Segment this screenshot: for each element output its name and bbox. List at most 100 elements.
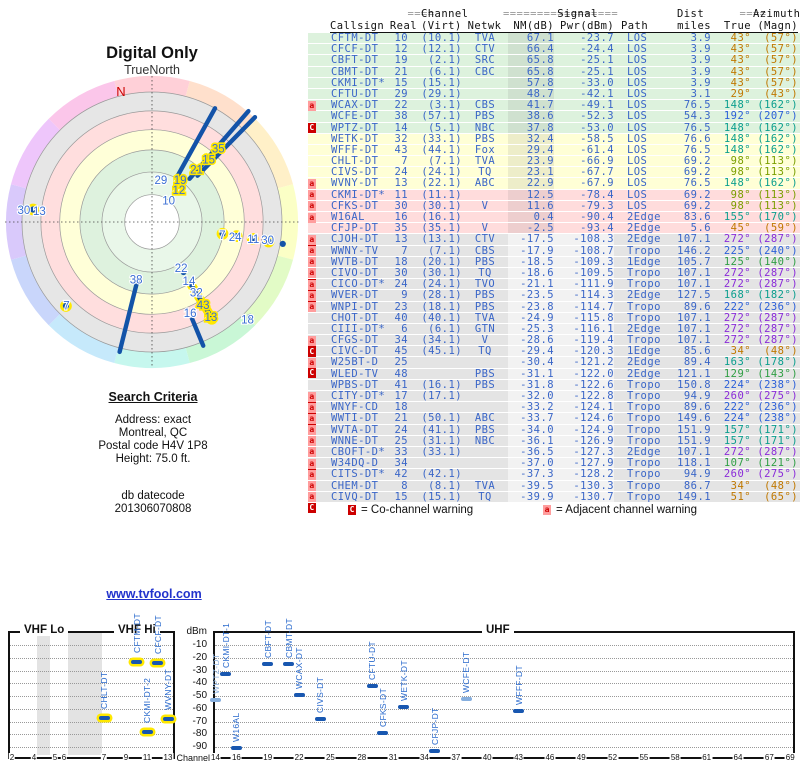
virtual-channel: (45.1)	[421, 345, 462, 358]
station-marker	[429, 749, 441, 754]
noise-margin-db: 65.8	[508, 66, 554, 77]
dbm-gridline	[10, 747, 173, 748]
real-channel: 34	[394, 334, 408, 347]
path: Tropo	[627, 479, 661, 492]
radar-chart-title: Digital Only	[106, 44, 198, 62]
search-criteria-block: Search Criteria Address: exact Montreal,…	[55, 390, 251, 516]
power-dbm: -122.8	[554, 391, 614, 401]
noise-margin-db: 0.4	[508, 212, 554, 222]
search-height-line: Height: 75.0 ft.	[115, 453, 191, 465]
dbm-gridline	[10, 721, 173, 723]
virtual-channel: (16.1)	[421, 211, 462, 223]
azimuth-true: 222°	[723, 401, 751, 414]
azimuth-true: 129°	[723, 367, 751, 380]
real-channel: 42	[394, 468, 408, 481]
station-label: WVNY-DT	[163, 668, 173, 710]
azimuth-magnetic: (178°)	[757, 356, 798, 369]
azimuth-magnetic: (236°)	[757, 401, 798, 414]
azimuth-magnetic: (140°)	[757, 255, 798, 268]
noise-margin-db: 22.9	[508, 178, 554, 189]
warning-markers: aC	[308, 402, 330, 424]
azimuth-magnetic: (287°)	[757, 278, 798, 291]
power-dbm: -115.8	[554, 312, 614, 323]
channel-number-label: 24	[229, 232, 242, 244]
network: NBC	[474, 434, 496, 447]
signal-dot	[19, 205, 26, 212]
channel-tick: 22	[293, 753, 305, 762]
channel-number-label: 21	[190, 164, 203, 176]
path: LOS	[627, 32, 648, 44]
rim-sector	[10, 118, 61, 189]
virtual-channel: (31.1)	[421, 434, 462, 447]
virtual-channel: (6.1)	[428, 65, 462, 78]
distance-miles: 127.5	[677, 289, 711, 302]
power-dbm: -127.3	[554, 447, 614, 457]
network	[462, 190, 508, 200]
azimuth-true: 148°	[723, 143, 751, 156]
rim-sector	[185, 80, 256, 131]
table-row: CHOT-DT 40 (40.1) TVA -24.9 -115.8 Tropo 107.1 2…	[308, 312, 800, 324]
virtual-channel: (18.1)	[421, 300, 462, 313]
noise-margin-db: -31.8	[508, 379, 554, 390]
db-datecode-value: 201306070808	[114, 503, 192, 515]
path: Tropo	[627, 423, 661, 436]
station-label: WFFF-DT	[513, 664, 524, 705]
band-label-vhf_hi: VHF Hi	[114, 624, 160, 636]
power-dbm: -108.7	[554, 245, 614, 256]
real-channel: 8	[401, 479, 408, 492]
noise-margin-db: -33.7	[508, 413, 554, 424]
signal-spoke	[195, 115, 258, 178]
signal-group-header: ======== Signal =========	[503, 8, 619, 20]
warning-markers	[308, 156, 330, 166]
distance-miles: 5.6	[690, 222, 711, 235]
station-marker	[293, 692, 305, 697]
warning-markers	[308, 134, 330, 144]
virtual-channel: (35.1)	[421, 222, 462, 235]
network: CBS	[474, 244, 496, 257]
adjacent-warning-badge: a	[308, 178, 316, 189]
azimuth-true: 125°	[723, 255, 751, 268]
azimuth-magnetic: (207°)	[757, 110, 798, 123]
station-marker	[283, 662, 295, 667]
callsign: W25BT-D	[331, 356, 379, 369]
callsign: WLED-TV	[331, 367, 379, 380]
distance-miles: 89.4	[683, 356, 711, 369]
station-marker	[377, 731, 389, 736]
distance-miles: 94.9	[683, 468, 711, 481]
table-row: a WCAX-DT 22 (3.1) CBS 41.7 -49.1 LOS 76.5 148° (1…	[308, 100, 800, 112]
power-dbm: -119.4	[554, 335, 614, 345]
warning-markers	[308, 55, 330, 65]
real-channel: 21	[394, 65, 408, 78]
distance-miles: 146.2	[677, 244, 711, 257]
azimuth-true: 168°	[723, 289, 751, 302]
callsign: CBOFT-D*	[331, 445, 386, 458]
channel-tick: 52	[607, 753, 619, 762]
dbm-gridline	[215, 734, 793, 736]
adjacent-warning-badge: a	[308, 268, 316, 279]
path: Tropo	[627, 278, 661, 291]
real-channel: 10	[394, 32, 408, 44]
azimuth-true: 224°	[723, 378, 751, 391]
table-row: CKMI-DT* 15 (15.1) 57.8 -33.0 LOS 3.9 43° (57°)	[308, 76, 800, 89]
virtual-channel: (33.1)	[421, 445, 462, 458]
callsign: WWTI-DT	[331, 412, 379, 425]
channel-axis-line	[8, 757, 175, 759]
warning-markers: aC	[308, 268, 330, 289]
dbm-tick-label: -70	[192, 715, 207, 727]
col-netwk: Netwk	[467, 20, 502, 32]
station-marker	[152, 661, 163, 666]
co-channel-badge: C	[348, 505, 356, 516]
power-dbm: -66.9	[580, 155, 614, 168]
callsign: WVTB-DT	[331, 255, 379, 268]
real-channel: 15	[394, 490, 408, 503]
azimuth-magnetic: (57°)	[764, 76, 798, 89]
azimuth-magnetic: (238°)	[757, 412, 798, 425]
station-marker	[513, 708, 525, 713]
noise-margin-db: -24.9	[508, 312, 554, 323]
station-marker	[314, 716, 326, 721]
azimuth-magnetic: (275°)	[757, 468, 798, 481]
tvfool-website-link[interactable]: www.tvfool.com	[106, 587, 202, 601]
virtual-channel: (15.1)	[421, 76, 462, 89]
radar-dots	[19, 203, 286, 325]
dot-highlight	[60, 300, 72, 312]
